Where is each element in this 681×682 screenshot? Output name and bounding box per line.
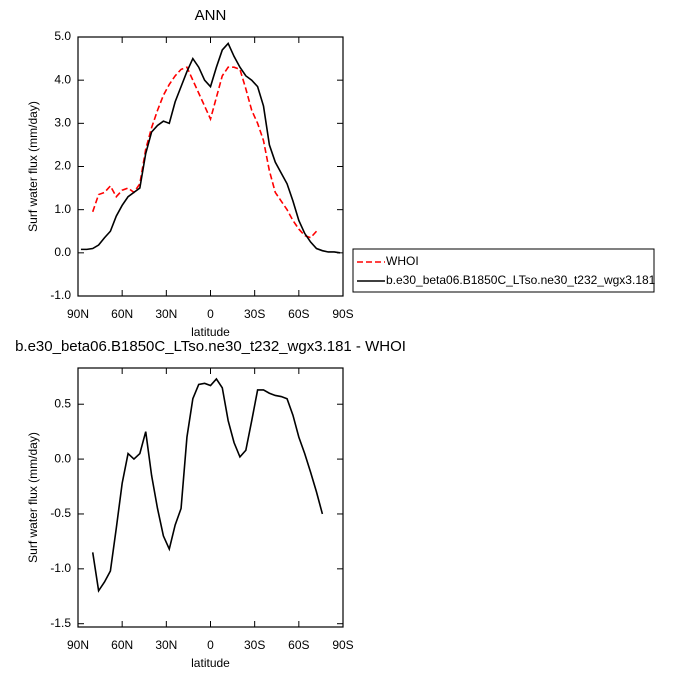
x-tick-label: 60S bbox=[288, 638, 309, 652]
x-tick-label: 90N bbox=[67, 638, 89, 652]
x-tick-label: 60N bbox=[111, 307, 133, 321]
x-tick-label: 30S bbox=[244, 307, 265, 321]
x-axis-label: latitude bbox=[191, 325, 230, 339]
data-line bbox=[91, 66, 318, 239]
y-axis-label: Surf water flux (mm/day) bbox=[26, 101, 40, 232]
plot-frame bbox=[77, 367, 344, 628]
y-tick-label: 4.0 bbox=[54, 72, 71, 86]
legend-box bbox=[352, 248, 655, 293]
x-tick-label: 90S bbox=[332, 638, 353, 652]
y-tick-label: 0.0 bbox=[54, 245, 71, 259]
x-tick-label: 30N bbox=[155, 638, 177, 652]
legend-label: b.e30_beta06.B1850C_LTso.ne30_t232_wgx3.… bbox=[386, 273, 656, 287]
x-tick-label: 60N bbox=[111, 638, 133, 652]
data-line bbox=[91, 377, 324, 593]
y-tick-label: 1.0 bbox=[54, 202, 71, 216]
y-tick-label: -1.5 bbox=[50, 616, 71, 630]
x-tick-label: 60S bbox=[288, 307, 309, 321]
chart-title: b.e30_beta06.B1850C_LTso.ne30_t232_wgx3.… bbox=[15, 338, 406, 355]
y-tick-label: 0.5 bbox=[54, 396, 71, 410]
x-tick-label: 90S bbox=[332, 307, 353, 321]
y-tick-label: 3.0 bbox=[54, 116, 71, 130]
y-axis-label: Surf water flux (mm/day) bbox=[26, 432, 40, 563]
y-tick-label: 0.0 bbox=[54, 451, 71, 465]
y-tick-label: 2.0 bbox=[54, 159, 71, 173]
x-tick-label: 0 bbox=[207, 638, 214, 652]
chart-title: ANN bbox=[195, 7, 227, 24]
y-tick-label: -1.0 bbox=[50, 561, 71, 575]
x-tick-label: 0 bbox=[207, 307, 214, 321]
y-tick-label: -1.0 bbox=[50, 288, 71, 302]
y-tick-label: -0.5 bbox=[50, 506, 71, 520]
plot-frame bbox=[77, 36, 344, 297]
data-line bbox=[80, 42, 341, 254]
x-axis-label: latitude bbox=[191, 656, 230, 670]
x-tick-label: 30S bbox=[244, 638, 265, 652]
legend-label: WHOI bbox=[386, 254, 419, 268]
y-tick-label: 5.0 bbox=[54, 29, 71, 43]
x-tick-label: 30N bbox=[155, 307, 177, 321]
x-tick-label: 90N bbox=[67, 307, 89, 321]
